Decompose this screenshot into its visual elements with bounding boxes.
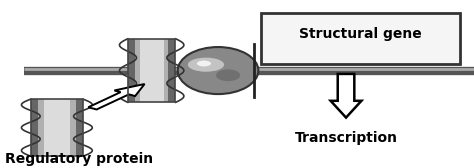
Ellipse shape	[197, 61, 211, 67]
FancyBboxPatch shape	[31, 99, 83, 156]
FancyBboxPatch shape	[168, 39, 175, 102]
Text: Regulatory protein: Regulatory protein	[5, 152, 153, 166]
Polygon shape	[331, 74, 361, 118]
Ellipse shape	[188, 58, 224, 72]
Ellipse shape	[178, 47, 258, 94]
FancyBboxPatch shape	[76, 99, 83, 156]
FancyBboxPatch shape	[140, 39, 164, 102]
Ellipse shape	[216, 69, 240, 81]
Polygon shape	[88, 84, 145, 110]
Text: Transcription: Transcription	[294, 131, 398, 145]
Text: Structural gene: Structural gene	[299, 27, 421, 41]
FancyBboxPatch shape	[31, 99, 38, 156]
FancyBboxPatch shape	[128, 39, 175, 102]
FancyBboxPatch shape	[128, 39, 135, 102]
FancyBboxPatch shape	[44, 99, 70, 156]
Bar	[261, 13, 460, 64]
